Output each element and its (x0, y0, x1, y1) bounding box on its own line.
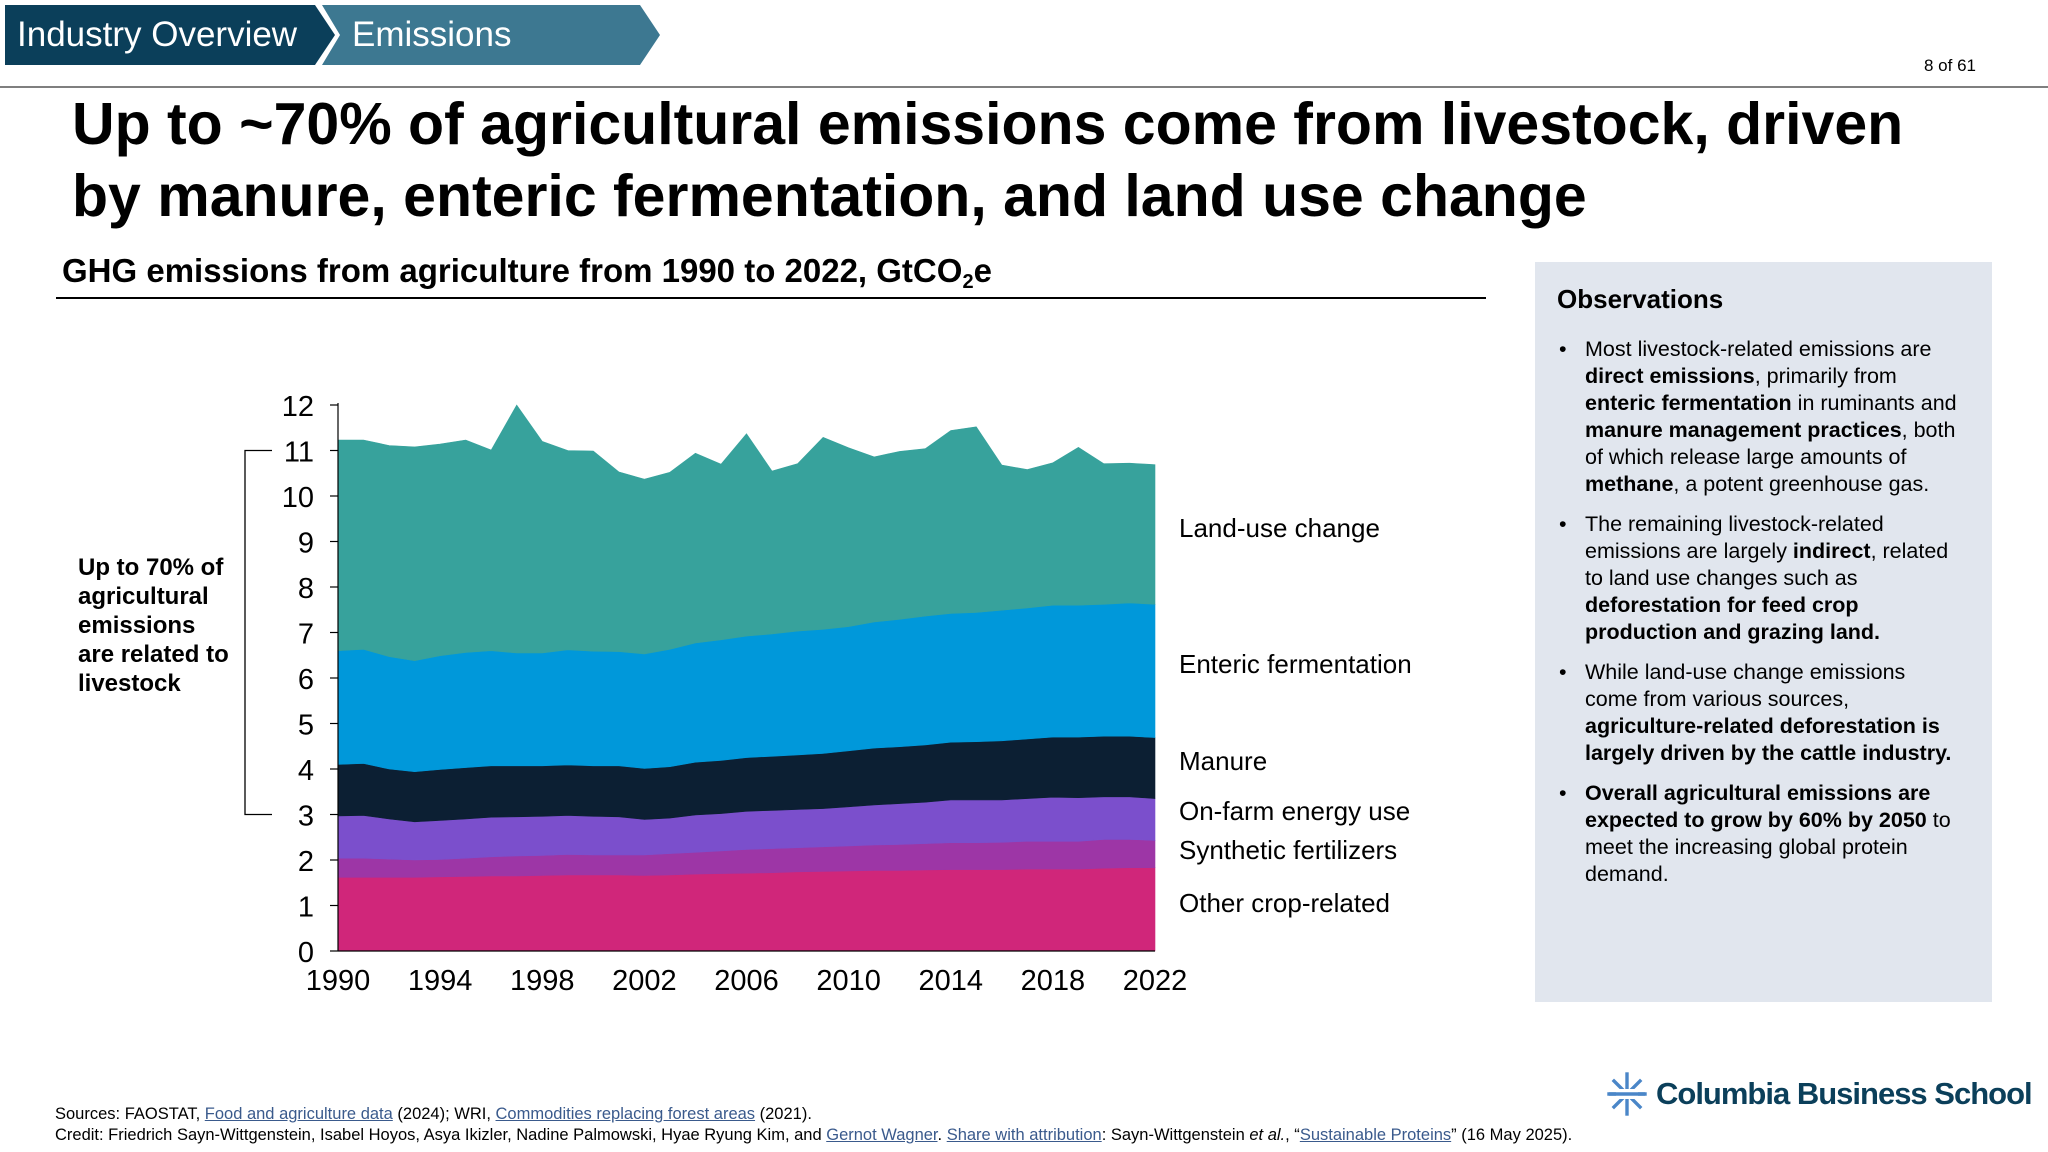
credit-prefix: Credit: Friedrich Sayn-Wittgenstein, Isa… (55, 1126, 827, 1144)
observation-emphasis: manure management practices (1585, 418, 1902, 442)
area-land-use-change (337, 404, 1156, 662)
observation-text: to meet the increasing global protein de… (1585, 808, 1951, 886)
wri-link[interactable]: Commodities replacing forest areas (495, 1105, 756, 1123)
sources-mid: (2024); WRI, (392, 1105, 496, 1123)
x-tick-label: 1998 (510, 965, 575, 997)
legend-label: On-farm energy use (1179, 796, 1410, 826)
sources-end: (2021). (755, 1105, 812, 1123)
chart-title-subscript: 2 (962, 271, 974, 293)
chart-title-main: GHG emissions from agriculture from 1990… (62, 252, 963, 289)
breadcrumb-subsection-label: Emissions (352, 15, 512, 54)
observation-text: While land-use change emissions come fro… (1585, 660, 1906, 711)
observation-item: The remaining livestock-related emission… (1557, 511, 1957, 646)
observation-text: , related to land use changes such as (1585, 539, 1949, 590)
observation-item: Overall agricultural emissions are expec… (1557, 780, 1957, 888)
y-tick-label: 3 (298, 801, 314, 833)
observation-text: Most livestock-related emissions are (1585, 337, 1932, 361)
y-tick-label: 1 (298, 892, 314, 924)
page-title: Up to ~70% of agricultural emissions com… (72, 91, 1904, 229)
chart-title-divider (56, 297, 1486, 299)
logo-text: Columbia Business School (1656, 1076, 2033, 1111)
observation-emphasis: methane (1585, 472, 1674, 496)
x-tick-label: 2006 (714, 965, 779, 997)
y-tick-label: 11 (284, 437, 314, 469)
observation-item: Most livestock-related emissions are dir… (1557, 336, 1957, 498)
x-tick-label: 1990 (306, 965, 371, 997)
faostat-link[interactable]: Food and agriculture data (204, 1105, 393, 1123)
author-link[interactable]: Gernot Wagner (826, 1126, 938, 1144)
observation-emphasis: direct emissions (1585, 364, 1755, 388)
breadcrumb-subsection[interactable]: Emissions (322, 5, 660, 65)
report-link[interactable]: Sustainable Proteins (1299, 1126, 1452, 1144)
breadcrumb-section[interactable]: Industry Overview (5, 5, 335, 65)
observation-emphasis: indirect (1792, 539, 1871, 563)
observation-emphasis: deforestation for feed crop production a… (1585, 593, 1881, 644)
observation-text: , both of which release large amounts of (1585, 418, 1956, 469)
sources-line: Sources: FAOSTAT, Food and agriculture d… (55, 1104, 1572, 1125)
x-tick-label: 2014 (918, 965, 983, 997)
observation-emphasis: agriculture-related deforestation is lar… (1585, 714, 1952, 765)
area-other-crop-related (337, 867, 1156, 952)
page-number: 8 of 61 (1924, 56, 1976, 75)
observation-text: , primarily from (1754, 364, 1897, 388)
chart-title: GHG emissions from agriculture from 1990… (62, 252, 992, 294)
y-tick-label: 6 (298, 664, 314, 696)
legend-label: Manure (1179, 746, 1267, 776)
breadcrumb-section-label: Industry Overview (17, 15, 298, 54)
y-tick-label: 4 (298, 755, 314, 787)
x-tick-label: 2022 (1123, 965, 1188, 997)
credit-etal: et al. (1249, 1126, 1286, 1144)
credit-line: Credit: Friedrich Sayn-Wittgenstein, Isa… (55, 1125, 1572, 1146)
credit-quote-open: , “ (1285, 1126, 1300, 1144)
crown-icon (1607, 1072, 1647, 1116)
observations-panel: Observations Most livestock-related emis… (1535, 262, 1992, 1002)
observation-item: While land-use change emissions come fro… (1557, 659, 1957, 767)
y-tick-label: 5 (298, 710, 314, 742)
x-tick-label: 2018 (1021, 965, 1086, 997)
y-tick-label: 8 (298, 573, 314, 605)
x-tick-label: 1994 (408, 965, 473, 997)
legend-label: Land-use change (1179, 513, 1380, 543)
legend-label: Synthetic fertilizers (1179, 835, 1397, 865)
observation-text: The remaining livestock-related emission… (1585, 512, 1884, 563)
x-tick-label: 2010 (816, 965, 881, 997)
credit-end: ” (16 May 2025). (1451, 1126, 1573, 1144)
credit-mid: : Sayn-Wittgenstein (1101, 1126, 1250, 1144)
x-tick-label: 2002 (612, 965, 677, 997)
observation-text: in ruminants and (1791, 391, 1957, 415)
header-divider (0, 86, 2048, 88)
y-tick-label: 0 (298, 937, 314, 969)
columbia-logo: Columbia Business School (1604, 1072, 2033, 1116)
y-tick-label: 10 (282, 482, 314, 514)
observations-list: Most livestock-related emissions are dir… (1557, 336, 1957, 901)
credit-sep: . (937, 1126, 947, 1144)
observations-title: Observations (1557, 284, 1724, 314)
sources-prefix: Sources: FAOSTAT, (55, 1105, 205, 1123)
legend-label: Enteric fermentation (1179, 649, 1412, 679)
y-tick-label: 9 (298, 528, 314, 560)
observation-emphasis: enteric fermentation (1585, 391, 1792, 415)
livestock-bracket-note: Up to 70% of agricultural emissions are … (78, 554, 229, 697)
breadcrumb: Industry Overview Emissions (0, 0, 670, 66)
y-tick-label: 2 (298, 846, 314, 878)
legend-label: Other crop-related (1179, 888, 1390, 918)
y-tick-label: 12 (282, 391, 314, 423)
livestock-bracket (244, 449, 272, 816)
observation-text: , a potent greenhouse gas. (1673, 472, 1930, 496)
attribution-link[interactable]: Share with attribution (946, 1126, 1102, 1144)
chart-title-tail: e (973, 252, 992, 289)
sources-footnote: Sources: FAOSTAT, Food and agriculture d… (55, 1104, 1572, 1146)
observation-emphasis: Overall agricultural emissions are expec… (1585, 781, 1931, 832)
y-tick-label: 7 (298, 619, 314, 651)
